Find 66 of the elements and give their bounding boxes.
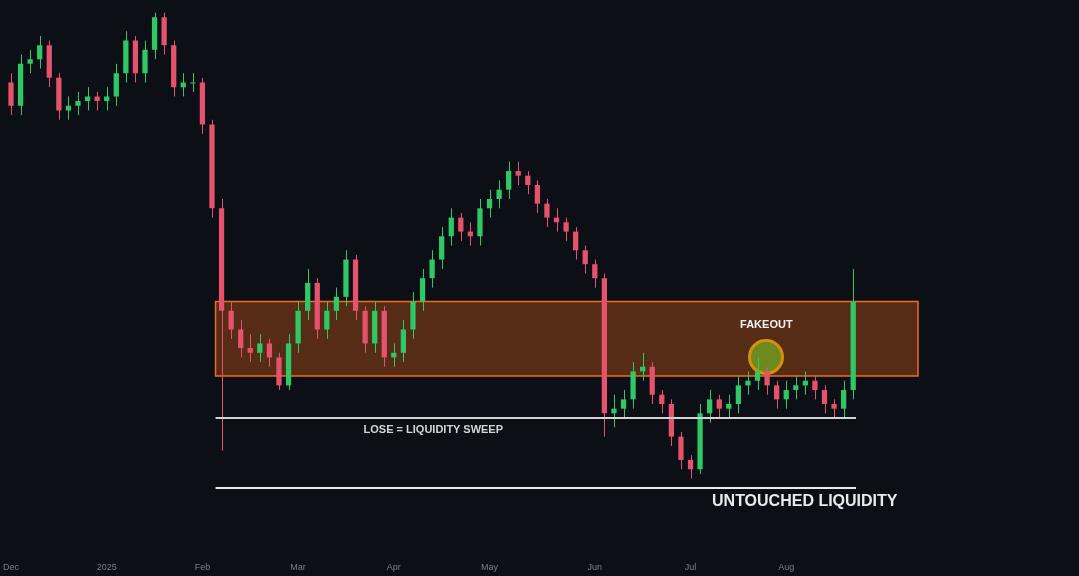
candlestick xyxy=(324,301,330,340)
candlestick xyxy=(496,179,502,209)
candlestick xyxy=(419,268,426,312)
candlestick xyxy=(333,287,340,321)
candlestick xyxy=(266,338,273,368)
candlestick xyxy=(228,301,234,340)
candlestick xyxy=(735,375,741,414)
candlestick xyxy=(582,245,588,275)
candlestick xyxy=(573,226,579,261)
candlestick xyxy=(84,86,91,111)
candlestick xyxy=(754,356,761,391)
candlestick xyxy=(793,375,799,400)
candlestick xyxy=(506,161,512,200)
candlestick xyxy=(27,49,33,74)
candlestick xyxy=(142,40,148,83)
candlestick xyxy=(458,212,464,242)
candlestick xyxy=(707,389,713,424)
annotation: FAKEOUT xyxy=(740,317,793,330)
candlestick xyxy=(8,72,14,116)
candlestick xyxy=(429,249,435,289)
candlestick xyxy=(774,380,780,410)
candlestick xyxy=(659,389,665,414)
candlestick xyxy=(534,179,541,214)
x-tick-label: Mar xyxy=(290,562,306,573)
candlestick xyxy=(94,91,100,111)
candlestick xyxy=(620,389,627,419)
candlestick xyxy=(257,333,263,363)
x-tick-label: 2025 xyxy=(96,562,117,573)
candlestick xyxy=(515,161,521,186)
candlestick xyxy=(448,207,454,247)
candlestick xyxy=(611,394,617,428)
candlestick xyxy=(525,170,531,195)
candlestick xyxy=(400,319,407,363)
candlestick xyxy=(486,189,493,219)
ref-line-label: LOSE = LIQUIDITY SWEEP xyxy=(363,422,504,435)
candlestick xyxy=(678,431,684,470)
candlestick xyxy=(37,35,43,69)
candlestick xyxy=(113,63,119,107)
x-tick-label: Jun xyxy=(587,562,603,573)
candlestick xyxy=(812,375,818,400)
x-tick-label: Feb xyxy=(194,562,211,573)
x-tick-label: Aug xyxy=(778,562,795,573)
candlestick xyxy=(247,333,253,363)
candlestick xyxy=(831,398,837,419)
candlestick xyxy=(821,384,828,414)
candlestick xyxy=(716,394,722,419)
candlestick xyxy=(75,91,81,116)
x-tick-label: Apr xyxy=(386,562,401,573)
candlestick xyxy=(783,380,789,410)
candlestick xyxy=(563,217,569,242)
candlestick xyxy=(544,198,550,228)
candlestick xyxy=(726,394,732,419)
candlestick xyxy=(687,454,694,480)
candlestick xyxy=(764,366,770,396)
candlestick xyxy=(190,72,196,93)
candlestick xyxy=(180,72,186,97)
candlestick xyxy=(238,319,244,358)
candlestick xyxy=(745,370,751,396)
ref-line-label: UNTOUCHED LIQUIDITY xyxy=(712,492,898,510)
candlestick xyxy=(592,259,598,289)
candlestick xyxy=(841,380,847,419)
x-tick-label: Dec xyxy=(2,562,20,573)
x-tick-label: May xyxy=(481,562,499,573)
candlestick xyxy=(104,86,110,111)
candlestick xyxy=(439,226,445,270)
x-tick-label: Jul xyxy=(684,562,697,573)
